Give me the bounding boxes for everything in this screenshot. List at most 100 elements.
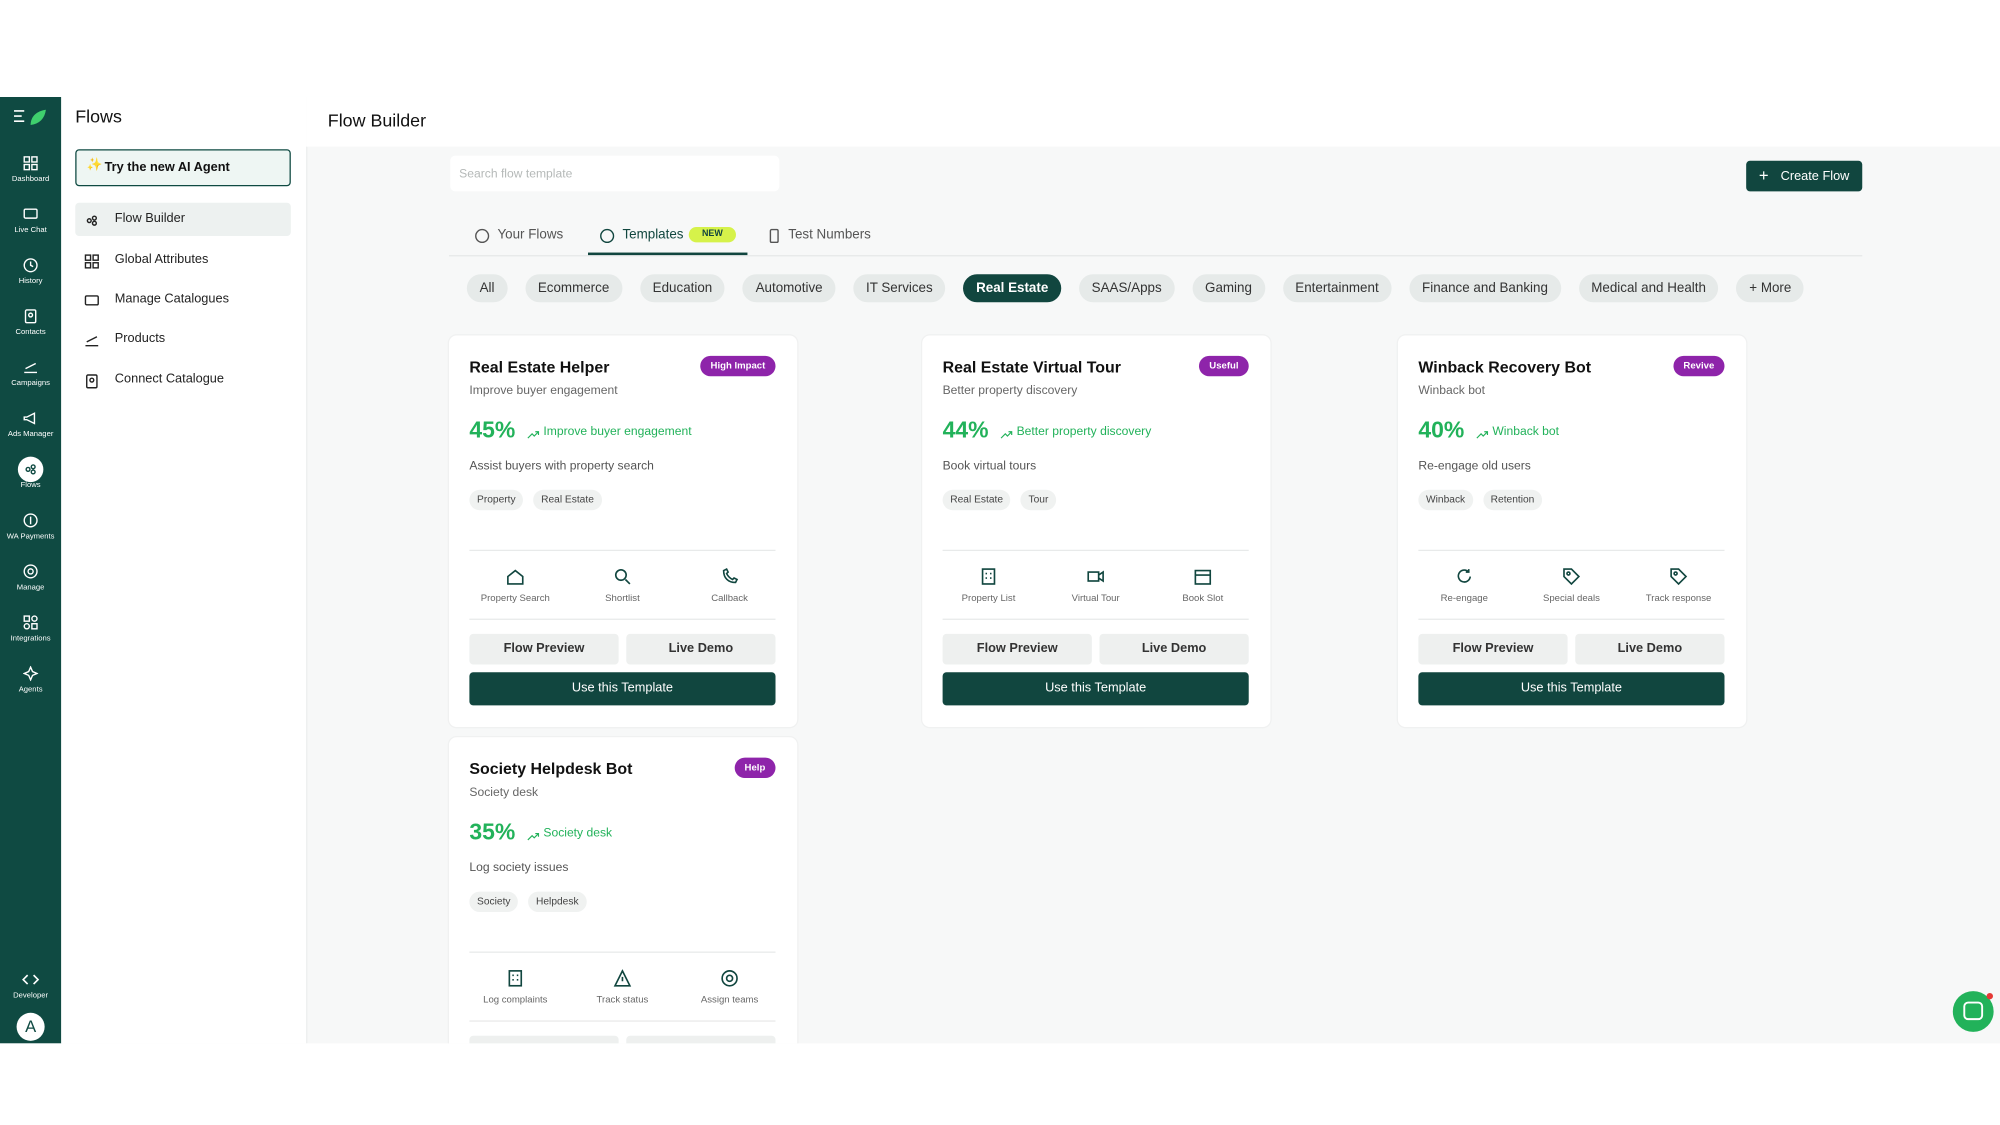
filter-chip[interactable]: Finance and Banking xyxy=(1409,274,1561,303)
card-title: Winback Recovery Bot xyxy=(1418,358,1592,377)
menu-item[interactable]: Flow Builder xyxy=(114,211,185,226)
secondary-button[interactable]: Live Demo xyxy=(1099,633,1249,665)
card-title: Real Estate Virtual Tour xyxy=(942,358,1121,377)
nav-label[interactable]: Agents xyxy=(18,686,43,694)
filter-chip[interactable]: Medical and Health xyxy=(1578,274,1719,303)
filter-chip[interactable]: Education xyxy=(639,274,725,303)
feature-icon xyxy=(1194,568,1212,586)
nav-label[interactable]: History xyxy=(18,278,43,286)
menu-icon xyxy=(84,212,99,227)
filter-chip[interactable]: Entertainment xyxy=(1282,274,1392,303)
tab-underline xyxy=(588,252,748,256)
tag: Property xyxy=(469,489,524,511)
trend-icon xyxy=(527,425,540,439)
nav-icon xyxy=(23,562,38,579)
feature-icon xyxy=(506,969,524,987)
tab[interactable]: Test Numbers xyxy=(788,227,871,243)
trend-icon xyxy=(527,827,540,841)
nav-label[interactable]: Flows xyxy=(20,482,41,490)
secondary-button[interactable]: Flow Preview xyxy=(1418,633,1568,665)
nav-icon xyxy=(23,256,38,273)
template-card: Real Estate Helper High Impact Improve buy… xyxy=(448,335,798,728)
nav-label[interactable]: Integrations xyxy=(10,635,51,643)
tab-icon xyxy=(767,227,782,244)
secondary-button[interactable]: Live Demo xyxy=(1575,633,1725,665)
filter-chip[interactable]: IT Services xyxy=(853,274,946,303)
menu-active-bg xyxy=(75,202,291,236)
divider xyxy=(942,549,1249,552)
primary-button[interactable]: Use this Template xyxy=(469,672,776,706)
search-input[interactable]: Search flow template xyxy=(450,155,780,192)
avatar[interactable]: A xyxy=(16,1012,45,1041)
secondary-button[interactable] xyxy=(469,1035,619,1044)
secondary-button[interactable] xyxy=(626,1035,776,1044)
secondary-button[interactable]: Flow Preview xyxy=(469,633,619,665)
primary-button[interactable]: Use this Template xyxy=(1418,672,1725,706)
tab[interactable]: Templates xyxy=(622,227,684,243)
plus: + xyxy=(1758,165,1769,185)
metric-label: Winback bot xyxy=(1492,424,1560,439)
filter-chip[interactable]: Real Estate xyxy=(963,274,1062,303)
feature-icon xyxy=(980,568,998,586)
tab-icon xyxy=(599,227,615,244)
feature-label: Special deals xyxy=(1542,591,1600,604)
feature-label: Log complaints xyxy=(483,993,548,1006)
template-card: Winback Recovery Bot Revive Winback bot 40%… xyxy=(1397,335,1747,728)
ai-agent-button[interactable]: ✨ Try the new AI Agent xyxy=(75,149,291,187)
nav-label[interactable]: Manage xyxy=(16,584,45,592)
nav-label[interactable]: Ads Manager xyxy=(7,431,54,439)
nav-icon xyxy=(22,665,39,682)
template-card: Society Helpdesk Bot Help Society desk 35% S… xyxy=(448,737,798,1044)
feature-label: Property List xyxy=(961,591,1016,604)
nav-label[interactable]: Contacts xyxy=(15,329,46,337)
feature-icon xyxy=(721,969,739,987)
tab[interactable]: Your Flows xyxy=(497,227,564,243)
tag: Real Estate xyxy=(942,489,1011,511)
feature-label: Virtual Tour xyxy=(1071,591,1120,604)
feature-label: Assign teams xyxy=(700,993,759,1006)
metric: 45% xyxy=(469,417,516,443)
nav-label[interactable]: WA Payments xyxy=(6,533,55,541)
divider xyxy=(1418,549,1725,552)
menu-item[interactable]: Connect Catalogue xyxy=(114,372,225,387)
divider xyxy=(469,618,776,620)
card-subtitle: Better property discovery xyxy=(942,383,1078,398)
filter-chip[interactable]: Ecommerce xyxy=(525,274,623,303)
divider xyxy=(469,549,776,552)
nav-label[interactable]: Live Chat xyxy=(14,227,47,235)
nav-label[interactable]: Developer xyxy=(13,992,49,1000)
card-badge: High Impact xyxy=(700,355,776,377)
menu-item[interactable]: Products xyxy=(114,331,166,346)
menu-item[interactable]: Global Attributes xyxy=(114,252,209,267)
nav-icon xyxy=(23,205,38,220)
create-label: Create Flow xyxy=(1780,169,1850,184)
card-description: Assist buyers with property search xyxy=(469,459,654,474)
card-title: Real Estate Helper xyxy=(469,358,610,377)
filter-row: All Ecommerce Education Automotive IT Servic… xyxy=(466,274,1805,303)
card-description: Re-engage old users xyxy=(1418,459,1531,474)
filter-chip[interactable]: Gaming xyxy=(1192,274,1265,303)
create-flow-button[interactable]: + Create Flow xyxy=(1746,160,1863,192)
secondary-button[interactable]: Flow Preview xyxy=(942,633,1092,665)
tag-row: Society Helpdesk xyxy=(469,891,587,912)
tag-row: Winback Retention xyxy=(1418,489,1543,511)
secondary-button[interactable]: Live Demo xyxy=(626,633,776,665)
menu-icon xyxy=(84,332,99,347)
feature-icon xyxy=(614,568,632,586)
nav-label[interactable]: Campaigns xyxy=(11,380,50,388)
metric: 35% xyxy=(469,818,516,845)
feature-icon xyxy=(1670,568,1688,586)
filter-chip[interactable]: SAAS/Apps xyxy=(1078,274,1175,303)
filter-chip[interactable]: Automotive xyxy=(742,274,836,303)
nav-label[interactable]: Dashboard xyxy=(11,176,50,184)
tag: Retention xyxy=(1483,489,1543,511)
feature-icon xyxy=(1562,568,1581,586)
filter-chip[interactable]: All xyxy=(466,274,508,303)
feature-icon xyxy=(721,567,739,586)
top-bar: Flow Builder xyxy=(306,96,2000,147)
filter-chip[interactable]: + More xyxy=(1736,274,1805,303)
nav-icon xyxy=(23,307,38,324)
primary-button[interactable]: Use this Template xyxy=(942,672,1249,706)
chat-widget[interactable] xyxy=(1952,991,1994,1032)
menu-item[interactable]: Manage Catalogues xyxy=(114,292,229,307)
